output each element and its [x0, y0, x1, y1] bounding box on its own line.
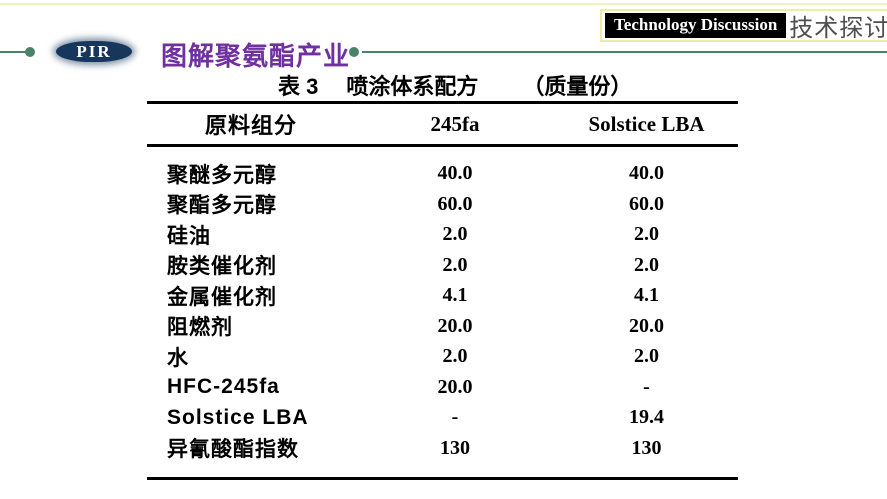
row-label: HFC-245fa	[167, 375, 280, 399]
table-row: 胺类催化剂 2.0 2.0	[147, 250, 738, 281]
row-value-245fa: 40.0	[437, 162, 473, 185]
table-caption: 表 3 喷涂体系配方 （质量份）	[278, 69, 632, 101]
row-value-lba: 4.1	[634, 284, 659, 307]
table-row: 聚酯多元醇 60.0 60.0	[147, 189, 738, 220]
table-row: Solstice LBA - 19.4	[147, 403, 738, 434]
row-value-245fa: 20.0	[437, 375, 473, 398]
table-row: HFC-245fa 20.0 -	[147, 372, 738, 403]
row-value-245fa: 2.0	[442, 253, 468, 276]
row-value-lba: 2.0	[634, 253, 659, 276]
row-label: 阻燃剂	[167, 316, 233, 340]
slide-title: 图解聚氨酯产业	[161, 41, 351, 71]
table-row: 聚醚多元醇 40.0 40.0	[147, 159, 738, 190]
row-label: 水	[167, 346, 189, 370]
table-row: 硅油 2.0 2.0	[147, 220, 738, 251]
table-row: 水 2.0 2.0	[147, 342, 738, 373]
table-row: 金属催化剂 4.1 4.1	[147, 281, 738, 312]
badge-english-label: Technology Discussion	[605, 13, 787, 38]
row-value-lba: 2.0	[634, 345, 659, 368]
row-label: 聚醚多元醇	[167, 163, 277, 187]
header-rule-left	[0, 51, 27, 53]
row-value-245fa: 4.1	[442, 284, 468, 307]
row-label: 金属催化剂	[167, 285, 277, 309]
row-value-245fa: 20.0	[437, 314, 473, 337]
header-dot-right	[349, 47, 359, 57]
badge-chinese-label: 技术探讨	[789, 15, 887, 42]
pir-logo: PIR	[56, 41, 132, 62]
row-value-lba: 19.4	[629, 406, 664, 429]
row-value-245fa: 130	[440, 436, 470, 459]
row-value-lba: 20.0	[629, 314, 664, 337]
row-value-lba: 130	[631, 436, 662, 459]
table-caption-unit: （质量份）	[522, 74, 633, 99]
row-label: 胺类催化剂	[167, 255, 277, 279]
header-rule-right	[362, 51, 887, 53]
row-value-lba: 2.0	[634, 223, 659, 246]
technology-discussion-badge: Technology Discussion 技术探讨	[600, 9, 887, 42]
formulation-table: 原料组分 245fa Solstice LBA 聚醚多元醇 40.0 40.0 …	[147, 101, 738, 480]
row-value-lba: 60.0	[629, 192, 664, 215]
column-header-solstice-lba: Solstice LBA	[555, 102, 738, 147]
row-label: 异氰酸酯指数	[167, 438, 299, 462]
table-caption-number: 表 3	[278, 74, 319, 99]
table-header-row: 原料组分 245fa Solstice LBA	[147, 102, 738, 147]
table-row: 异氰酸酯指数 130 130	[147, 433, 738, 464]
row-value-245fa: -	[451, 406, 459, 429]
row-value-245fa: 2.0	[442, 223, 468, 246]
column-header-245fa: 245fa	[355, 102, 555, 147]
row-value-245fa: 60.0	[437, 192, 473, 215]
row-label: 硅油	[167, 224, 211, 248]
row-value-245fa: 2.0	[442, 345, 468, 368]
row-label: 聚酯多元醇	[167, 194, 277, 218]
top-accent-line	[0, 3, 887, 5]
column-header-material: 原料组分	[147, 102, 355, 147]
table-row: 阻燃剂 20.0 20.0	[147, 311, 738, 342]
table-caption-title: 喷涂体系配方	[346, 74, 479, 99]
row-label: Solstice LBA	[167, 405, 309, 429]
row-value-lba: -	[643, 375, 650, 398]
header-dot-left	[25, 47, 35, 57]
row-value-lba: 40.0	[629, 162, 664, 185]
